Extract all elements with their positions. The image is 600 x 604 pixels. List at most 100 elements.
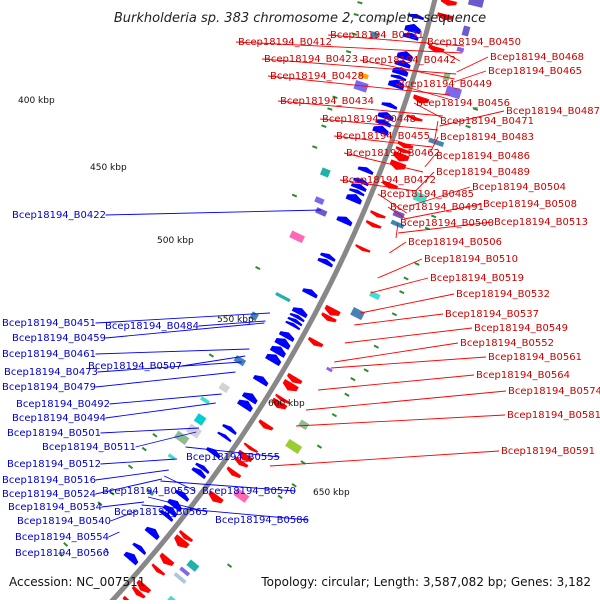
reverse-gene-label[interactable]: Bcep18194_B0484: [105, 321, 199, 332]
reverse-gene-label[interactable]: Bcep18194_B0451: [2, 318, 96, 329]
forward-gene-label[interactable]: Bcep18194_B0487: [506, 106, 600, 117]
forward-gene-label[interactable]: Bcep18194_B0456: [416, 98, 510, 109]
forward-leader-line: [439, 110, 505, 127]
forward-gene-label[interactable]: Bcep18194_B0549: [474, 323, 568, 334]
forward-leader-line: [330, 356, 487, 369]
forward-gene-label[interactable]: Bcep18194_B0508: [483, 199, 577, 210]
reverse-gene-label[interactable]: Bcep18194_B0512: [7, 459, 101, 470]
reverse-gene-label[interactable]: Bcep18194_B0534: [8, 502, 102, 513]
forward-gene-label[interactable]: Bcep18194_B0448: [322, 114, 416, 125]
reverse-gene-arrow: [144, 526, 160, 541]
marker-tick: [109, 490, 115, 496]
marker-tick: [353, 13, 359, 17]
forward-gene-arrow: [233, 456, 249, 468]
kbp-scale-labels: 400 kbp 450 kbp 500 kbp 550 kbp 600 kbp 650 k…: [18, 96, 350, 498]
feature-block: [412, 191, 428, 205]
forward-gene-arrow: [370, 210, 386, 219]
forward-gene-label[interactable]: Bcep18194_B0500: [400, 218, 494, 229]
reverse-gene-label[interactable]: Bcep18194_B0494: [12, 413, 106, 424]
reverse-gene-label[interactable]: Bcep18194_B0516: [2, 475, 96, 486]
forward-gene-label[interactable]: Bcep18194_B0489: [436, 167, 530, 178]
forward-leader-line: [359, 59, 455, 80]
kbp-label: 650 kbp: [313, 488, 350, 498]
forward-gene-label[interactable]: Bcep18194_B0449: [398, 79, 492, 90]
marker-tick: [208, 353, 214, 358]
forward-leader-line: [306, 390, 507, 411]
reverse-gene-label[interactable]: Bcep18194_B0524: [2, 489, 96, 500]
forward-gene-label[interactable]: Bcep18194_B0423: [264, 54, 358, 65]
forward-gene-label[interactable]: Bcep18194_B0591: [501, 446, 595, 457]
feature-block: [186, 559, 200, 572]
forward-gene-label[interactable]: Bcep18194_B0455: [336, 131, 430, 142]
forward-gene-label[interactable]: Bcep18194_B0412: [238, 37, 332, 48]
forward-gene-label[interactable]: Bcep18194_B0552: [460, 338, 554, 349]
forward-gene-label[interactable]: Bcep18194_B0561: [488, 352, 582, 363]
forward-gene-label[interactable]: Bcep18194_B0471: [440, 116, 534, 127]
feature-block: [167, 453, 176, 461]
reverse-gene-label[interactable]: Bcep18194_B0507: [88, 361, 182, 372]
forward-leader-line: [434, 120, 439, 141]
forward-gene-label[interactable]: Bcep18194_B0431: [330, 30, 424, 41]
forward-leader-line: [344, 327, 473, 344]
reverse-gene-label[interactable]: Bcep18194_B0473: [4, 367, 98, 378]
kbp-label: 550 kbp: [217, 315, 254, 325]
forward-gene-label[interactable]: Bcep18194_B0462: [346, 148, 440, 159]
reverse-leader-line: [181, 355, 246, 367]
forward-gene-label[interactable]: Bcep18194_B0491: [390, 202, 484, 213]
forward-gene-label[interactable]: Bcep18194_B0564: [476, 370, 570, 381]
marker-tick: [373, 344, 379, 349]
forward-gene-label[interactable]: Bcep18194_B0581: [507, 410, 600, 421]
accession-text: Accession: NC_007511: [9, 575, 145, 589]
forward-gene-label[interactable]: Bcep18194_B0472: [342, 175, 436, 186]
forward-gene-label[interactable]: Bcep18194_B0468: [490, 52, 584, 63]
reverse-gene-label[interactable]: Bcep18194_B0586: [215, 515, 309, 526]
reverse-gene-arrow: [289, 312, 305, 323]
feature-block: [442, 72, 451, 82]
reverse-gene-label[interactable]: Bcep18194_B0555: [186, 452, 280, 463]
feature-block: [285, 438, 303, 454]
reverse-gene-label[interactable]: Bcep18194_B0554: [15, 532, 109, 543]
reverse-gene-arrow: [274, 338, 291, 350]
forward-gene-label[interactable]: Bcep18194_B0506: [408, 237, 502, 248]
forward-leader-line: [413, 102, 443, 119]
forward-gene-label[interactable]: Bcep18194_B0483: [440, 132, 534, 143]
forward-gene-label[interactable]: Bcep18194_B0486: [436, 151, 530, 162]
forward-gene-arrow: [397, 140, 414, 149]
forward-gene-label[interactable]: Bcep18194_B0510: [424, 254, 518, 265]
reverse-gene-label[interactable]: Bcep18194_B0565: [114, 507, 208, 518]
reverse-gene-label[interactable]: Bcep18194_B0511: [42, 442, 136, 453]
reverse-gene-label[interactable]: Bcep18194_B0479: [2, 382, 96, 393]
forward-gene-label[interactable]: Bcep18194_B0532: [456, 289, 550, 300]
forward-gene-label[interactable]: Bcep18194_B0574: [508, 386, 600, 397]
forward-gene-arrow: [174, 534, 190, 549]
forward-gene-label[interactable]: Bcep18194_B0428: [270, 71, 364, 82]
reverse-gene-label[interactable]: Bcep18194_B0459: [12, 333, 106, 344]
reverse-gene-label[interactable]: Bcep18194_B0501: [7, 428, 101, 439]
forward-gene-label[interactable]: Bcep18194_B0504: [472, 182, 566, 193]
reverse-gene-label[interactable]: Bcep18194_B0492: [16, 399, 110, 410]
feature-block: [179, 566, 191, 577]
feature-block: [297, 419, 310, 431]
forward-gene-label[interactable]: Bcep18194_B0465: [488, 66, 582, 77]
marker-tick: [350, 377, 356, 382]
forward-gene-label[interactable]: Bcep18194_B0537: [445, 309, 539, 320]
reverse-gene-label[interactable]: Bcep18194_B0461: [2, 349, 96, 360]
forward-gene-label[interactable]: Bcep18194_B0442: [362, 55, 456, 66]
forward-gene-arrow: [382, 180, 399, 190]
reverse-gene-label[interactable]: Bcep18194_B0422: [12, 210, 106, 221]
reverse-gene-label[interactable]: Bcep18194_B0553: [102, 486, 196, 497]
reverse-gene-label[interactable]: Bcep18194_B0570: [202, 486, 296, 497]
reverse-leader-line: [95, 312, 270, 324]
forward-leader-line: [424, 41, 461, 62]
forward-gene-label[interactable]: Bcep18194_B0519: [430, 273, 524, 284]
reverse-gene-label[interactable]: Bcep18194_B0566: [15, 548, 109, 559]
reverse-gene-arrow: [317, 257, 334, 268]
forward-gene-label[interactable]: Bcep18194_B0450: [427, 37, 521, 48]
forward-gene-label[interactable]: Bcep18194_B0513: [494, 217, 588, 228]
forward-gene-label[interactable]: Bcep18194_B0485: [380, 189, 474, 200]
feature-block: [456, 46, 465, 53]
reverse-gene-label[interactable]: Bcep18194_B0540: [17, 516, 111, 527]
reverse-gene-arrow: [381, 102, 398, 110]
forward-gene-label[interactable]: Bcep18194_B0434: [280, 96, 374, 107]
marker-tick: [472, 107, 479, 111]
